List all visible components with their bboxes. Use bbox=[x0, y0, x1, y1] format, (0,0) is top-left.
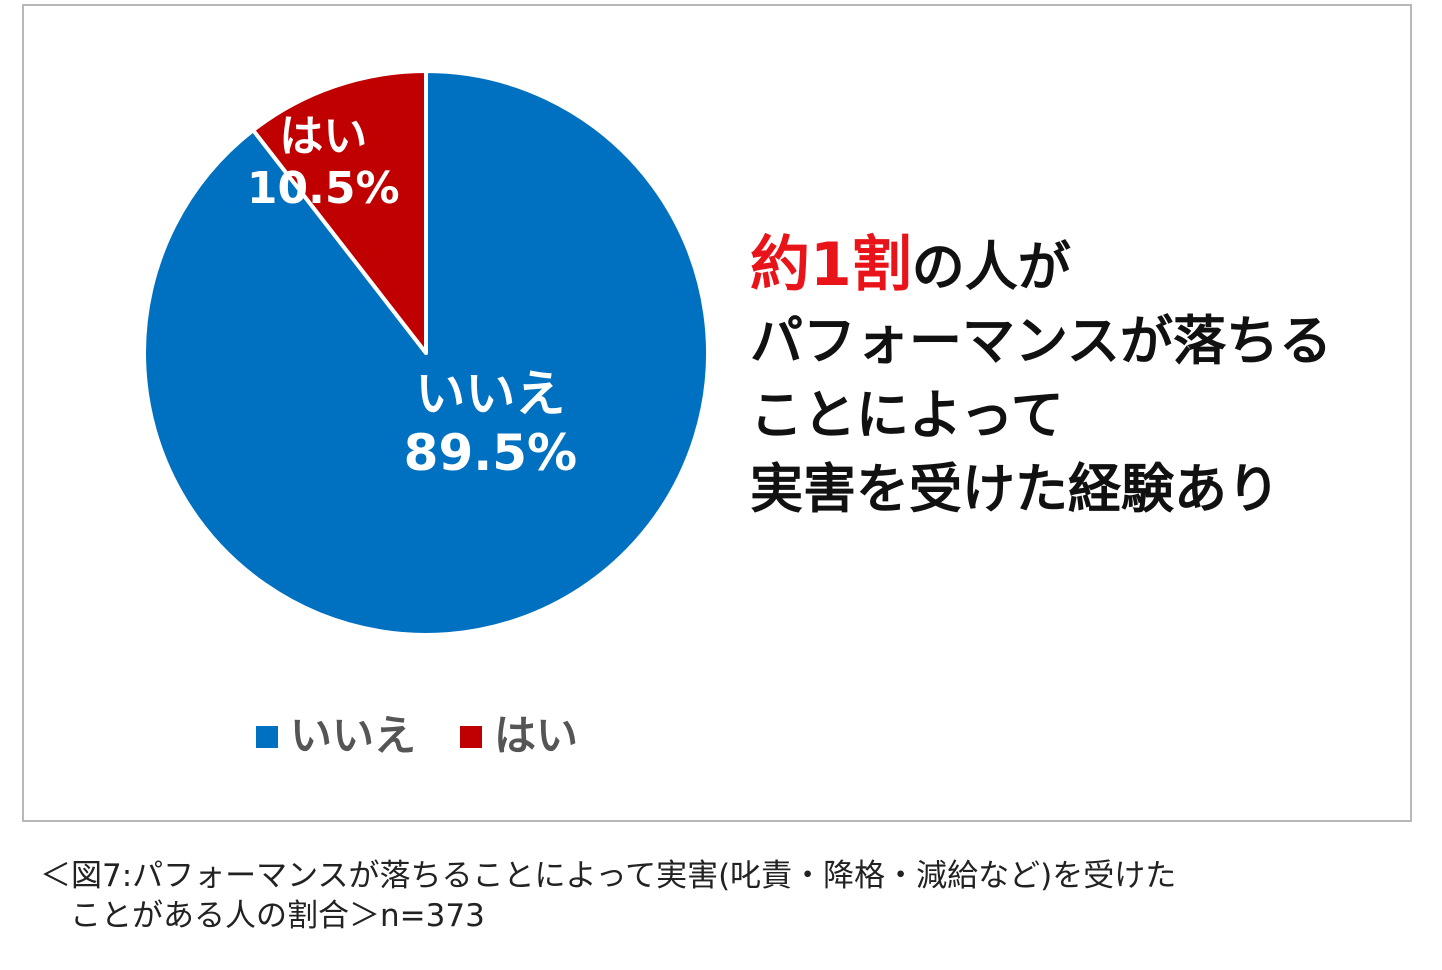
annotation-line3: ことによって bbox=[750, 385, 1064, 446]
legend-label-yes: はい bbox=[494, 711, 579, 760]
chart-legend: いいえ はい bbox=[256, 702, 622, 763]
pie-chart: いいえ 89.5% はい 10.5% bbox=[142, 69, 710, 637]
chart-frame: いいえ 89.5% はい 10.5% 約1割の人が パフォーマンスが落ちる ことによっ… bbox=[22, 4, 1412, 822]
legend-item-yes: はい bbox=[460, 702, 578, 763]
annotation-line2: パフォーマンスが落ちる bbox=[750, 311, 1332, 372]
slice-label-yes: はい 10.5% bbox=[247, 111, 400, 214]
legend-item-no: いいえ bbox=[256, 702, 416, 763]
caption-line1: ＜図7:パフォーマンスが落ちることによって実害(叱責・降格・減給など)を受けた bbox=[40, 858, 1177, 894]
legend-swatch-yes bbox=[460, 725, 483, 748]
annotation-emphasis: 約1割 bbox=[750, 230, 912, 300]
annotation-line4: 実害を受けた経験あり bbox=[750, 459, 1280, 520]
pie-slice-yes bbox=[251, 69, 428, 355]
figure-caption: ＜図7:パフォーマンスが落ちることによって実害(叱責・降格・減給など)を受けた … bbox=[40, 856, 1176, 936]
legend-swatch-no bbox=[256, 725, 278, 748]
slice-label-no: いいえ 89.5% bbox=[404, 365, 577, 482]
legend-label-no: いいえ bbox=[290, 711, 417, 760]
annotation-line1: の人が bbox=[911, 237, 1071, 298]
caption-line2: ことがある人の割合＞n=373 bbox=[70, 898, 485, 934]
chart-annotation: 約1割の人が パフォーマンスが落ちる ことによって 実害を受けた経験あり bbox=[750, 228, 1332, 527]
